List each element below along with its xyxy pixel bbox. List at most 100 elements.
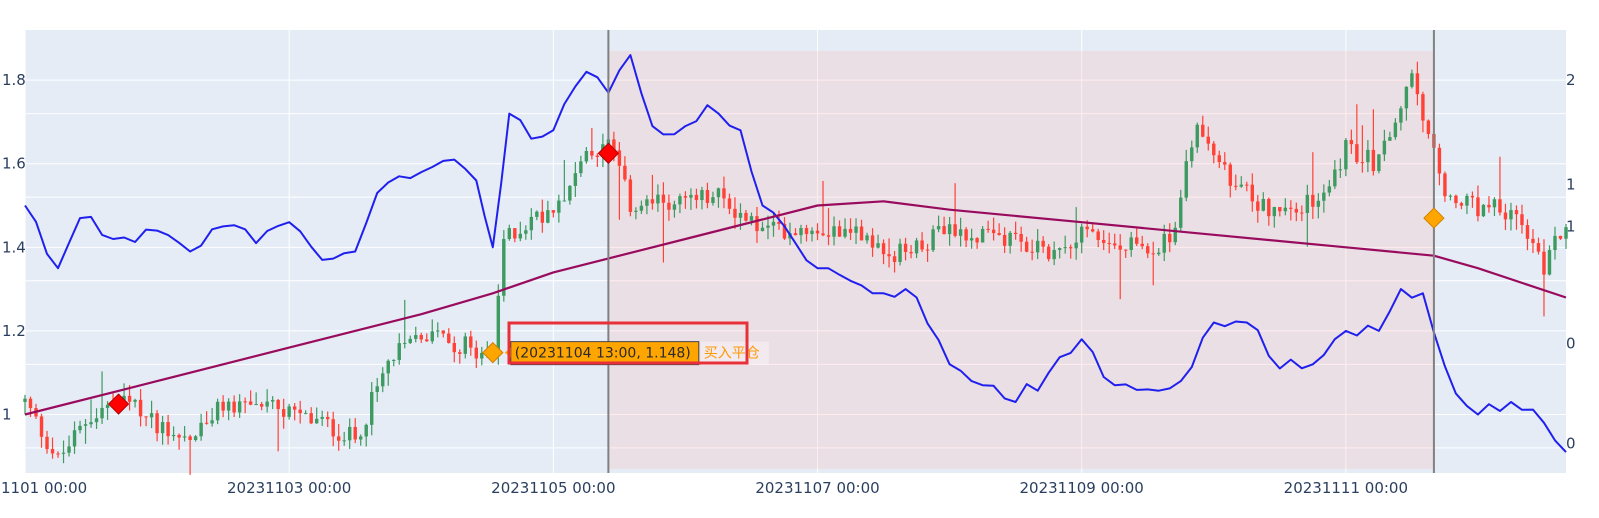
candle-body <box>259 404 264 407</box>
candle-body <box>557 200 561 213</box>
candle-body <box>810 230 814 235</box>
candle-body <box>72 430 77 447</box>
candle-body <box>188 436 192 441</box>
candle-body <box>215 401 220 421</box>
candle-body <box>1377 154 1381 172</box>
candle-body <box>1415 73 1420 95</box>
candle-body <box>1151 253 1155 255</box>
candle-body <box>953 224 957 236</box>
candle-body <box>826 235 831 237</box>
y-tick-label: 1.8 <box>2 71 26 89</box>
candle-body <box>105 404 110 408</box>
candle-body <box>964 229 968 241</box>
candle-body <box>634 210 638 212</box>
candle-body <box>397 343 401 360</box>
candle-body <box>1454 195 1458 204</box>
candle-body <box>1536 243 1541 252</box>
candle-body <box>661 194 666 203</box>
candle-body <box>94 418 99 423</box>
candle-body <box>865 235 869 241</box>
candle-body <box>1410 73 1414 87</box>
candle-body <box>1503 212 1508 220</box>
candle-body <box>1096 231 1100 240</box>
candle-body <box>1492 199 1497 208</box>
annotation-text-bg <box>700 341 769 365</box>
candle-body <box>623 165 627 180</box>
candle-body <box>1261 198 1266 211</box>
candle-body <box>320 416 324 419</box>
candle-body <box>50 449 55 454</box>
candle-body <box>204 422 209 424</box>
candle-body <box>430 331 434 342</box>
candle-body <box>1382 140 1387 155</box>
candle-body <box>336 436 341 441</box>
candle-body <box>881 243 886 255</box>
candle-body <box>1498 199 1502 213</box>
candle-body <box>584 150 589 162</box>
candle-body <box>711 197 715 203</box>
candle-body <box>1124 249 1128 251</box>
candle-body <box>573 173 578 186</box>
candle-body <box>414 335 418 339</box>
candle-body <box>1173 227 1177 243</box>
candle-body <box>678 196 682 205</box>
candle-body <box>903 243 908 253</box>
candle-body <box>507 228 512 239</box>
candle-body <box>1201 124 1205 137</box>
candle-body <box>1239 184 1243 187</box>
candle-body <box>705 190 710 203</box>
candle-body <box>309 413 313 424</box>
y-tick-label: 1.6 <box>2 155 26 173</box>
candle-body <box>248 401 253 405</box>
candle-body <box>403 342 407 344</box>
candle-body <box>1426 120 1431 134</box>
candle-body <box>1024 241 1029 252</box>
candle-body <box>892 256 897 262</box>
candle-body <box>1509 210 1513 220</box>
candle-body <box>502 238 506 296</box>
candle-body <box>1327 186 1332 193</box>
candle-body <box>1168 233 1172 243</box>
candle-body <box>1476 197 1480 217</box>
candle-body <box>1085 226 1089 230</box>
candle-body <box>28 398 33 409</box>
candle-body <box>1399 108 1403 123</box>
candle-body <box>1256 201 1260 211</box>
candle-body <box>1135 237 1139 244</box>
y-tick-label: 1.2 <box>2 322 26 340</box>
candle-body <box>1294 208 1299 213</box>
candle-body <box>1118 245 1122 250</box>
candle-body <box>920 240 924 250</box>
y-tick-label: 1.4 <box>2 238 26 256</box>
candle-body <box>650 199 655 204</box>
candle-body <box>276 399 280 410</box>
candle-body <box>314 418 319 424</box>
candle-body <box>1030 251 1034 253</box>
candle-body <box>1113 243 1117 246</box>
candle-body <box>1311 194 1315 207</box>
candle-body <box>551 210 556 213</box>
x-tick-label: 20231103 00:00 <box>227 479 351 497</box>
candle-body <box>793 233 798 236</box>
candle-body <box>265 401 269 407</box>
candle-body <box>270 399 275 402</box>
candle-body <box>342 440 346 442</box>
candle-body <box>986 228 990 230</box>
candle-body <box>199 422 203 437</box>
candle-body <box>237 401 242 413</box>
candle-body <box>1547 250 1552 275</box>
candle-body <box>683 196 688 198</box>
candle-body <box>458 352 462 354</box>
candle-body <box>689 194 693 198</box>
annotation: (20231104 13:00, 1.148) 买入平仓 <box>504 321 769 366</box>
buy-marker <box>482 341 504 364</box>
candle-body <box>1074 242 1078 249</box>
candle-body <box>1129 237 1133 250</box>
x-tick-label: 20231101 00:00 <box>0 479 87 497</box>
candle-body <box>1013 232 1018 234</box>
candle-body <box>1041 240 1045 247</box>
candle-body <box>298 409 302 414</box>
candle-body <box>469 336 473 348</box>
candle-body <box>755 216 759 232</box>
